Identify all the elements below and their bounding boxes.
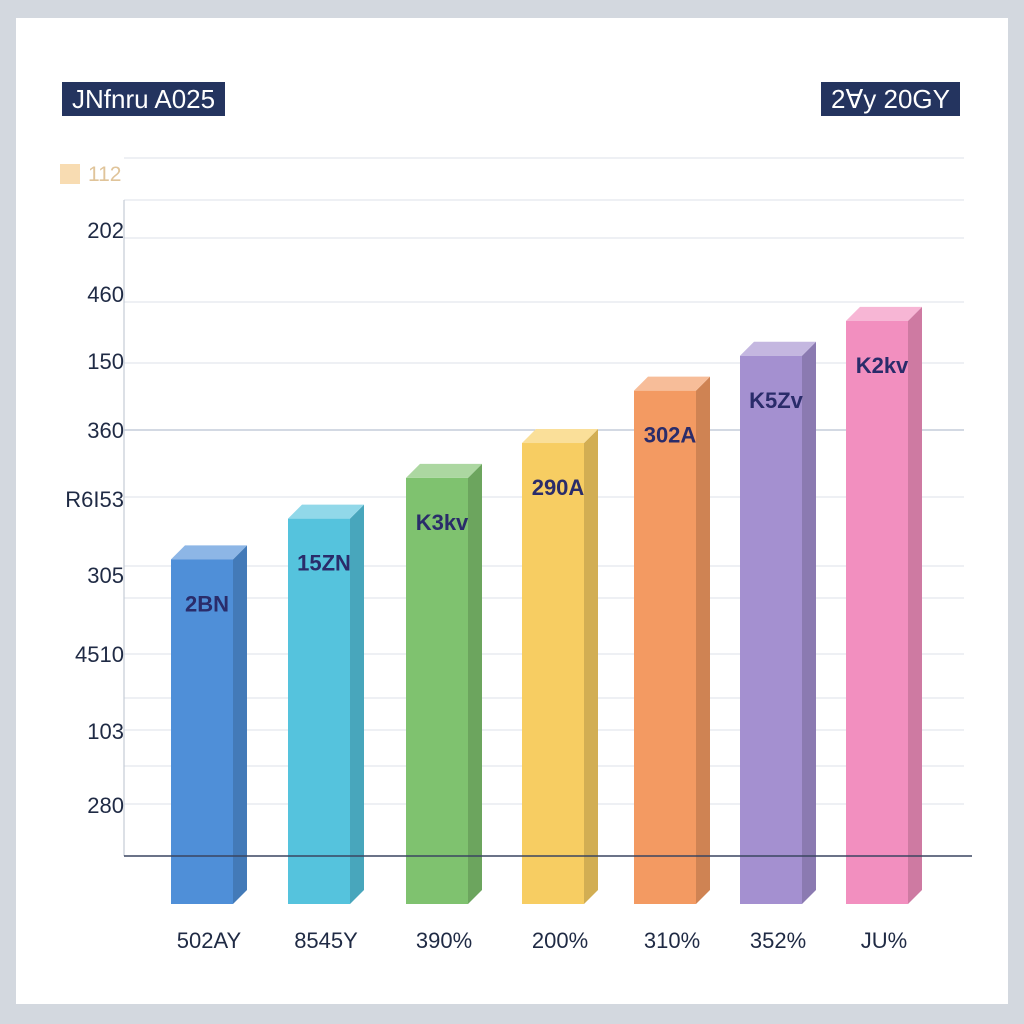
- bar-top: [288, 504, 364, 519]
- bar-side: [908, 306, 922, 904]
- x-tick-label: 352%: [750, 928, 806, 953]
- data-label: K2kv: [856, 353, 909, 378]
- bar-side: [350, 504, 364, 904]
- bar-top: [846, 306, 922, 321]
- bar-top: [740, 341, 816, 356]
- bar: [288, 518, 350, 904]
- x-tick-label: 8545Y: [294, 928, 358, 953]
- data-label: 290A: [532, 475, 585, 500]
- y-tick-label: 103: [87, 719, 124, 744]
- bar-chart: 202 460 150 360 R6I53 305 4510 103 280 2BN 502AY 15…: [65, 157, 972, 953]
- data-label: 302A: [644, 423, 697, 448]
- bar-side: [802, 341, 816, 904]
- bar-top: [634, 376, 710, 391]
- bar: [846, 320, 908, 904]
- y-tick-label: 150: [87, 349, 124, 374]
- chart-card: 202 460 150 360 R6I53 305 4510 103 280 2BN 502AY 15…: [16, 18, 1008, 1004]
- x-tick-label: JU%: [861, 928, 907, 953]
- x-tick-label: 390%: [416, 928, 472, 953]
- bar: [406, 477, 468, 904]
- bar: [740, 355, 802, 904]
- data-label: K5Zv: [749, 388, 804, 413]
- y-tick-label: 360: [87, 418, 124, 443]
- data-label: K3kv: [416, 510, 469, 535]
- data-label: 2BN: [185, 591, 229, 616]
- bar: [522, 443, 584, 904]
- data-label: 15ZN: [297, 551, 351, 576]
- bar-side: [468, 463, 482, 904]
- y-tick-label: 460: [87, 282, 124, 307]
- bar-side: [696, 376, 710, 905]
- y-tick-label: R6I53: [65, 487, 124, 512]
- x-tick-label: 200%: [532, 928, 588, 953]
- x-tick-label: 310%: [644, 928, 700, 953]
- bar: [634, 390, 696, 905]
- y-tick-label: 4510: [75, 642, 124, 667]
- y-tick-label: 280: [87, 793, 124, 818]
- marker-swatch: [60, 164, 80, 184]
- y-tick-label: 305: [87, 563, 124, 588]
- chart-title: JNfnru A025: [62, 82, 226, 116]
- chart-subtitle: 2Ɐy 20GY: [821, 82, 960, 116]
- bar: [171, 559, 233, 904]
- bar-top: [406, 463, 482, 478]
- top-marker: 112: [60, 163, 121, 187]
- bar-top: [522, 429, 598, 444]
- bar-side: [584, 429, 598, 904]
- bar-side: [233, 545, 247, 904]
- bar-top: [171, 545, 247, 560]
- y-tick-label: 202: [87, 218, 124, 243]
- marker-label: 112: [88, 163, 122, 186]
- x-tick-label: 502AY: [177, 928, 242, 953]
